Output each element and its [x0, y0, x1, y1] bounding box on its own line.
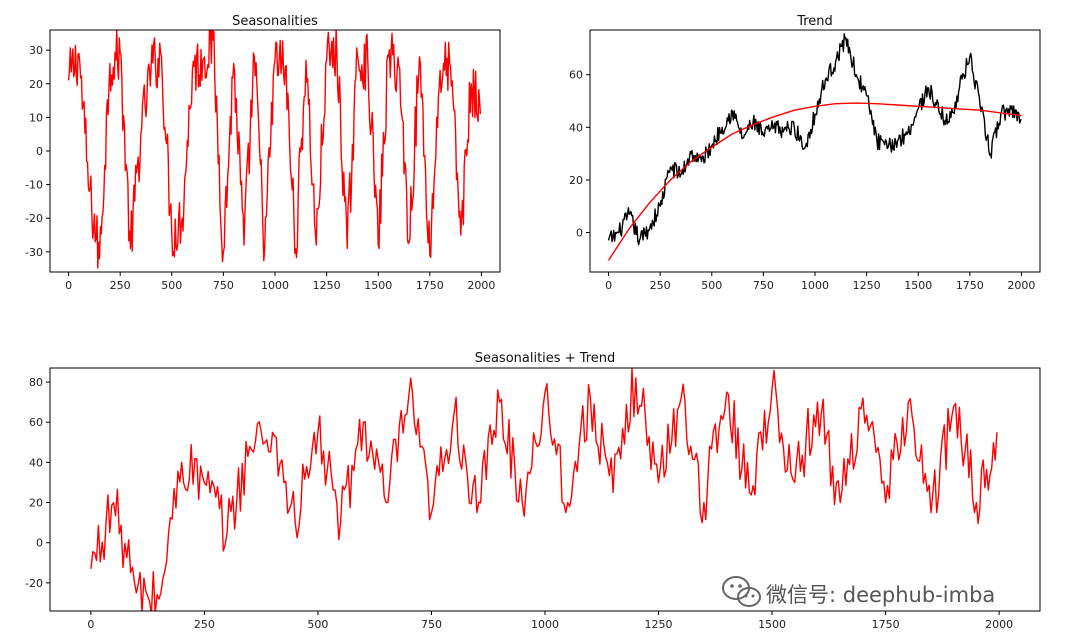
seasonalities-plus-trend-y-tick-label: 60 [29, 416, 43, 429]
trend-chart: Trend 0 250 500 750 1000 1250 1500 1750 2000 0 20 4… [569, 14, 1041, 292]
seasonalities-plot-area: 0 250 500 750 1000 1250 1500 1750 2000 -30 -20 -10 0… [25, 30, 495, 292]
seasonalities-x-tick-label: 750 [213, 279, 234, 292]
seasonalities-y-tick-label: 20 [29, 78, 43, 91]
seasonalities-y-tick-label: -10 [25, 179, 43, 192]
seasonalities-y-tick-label: 10 [29, 111, 43, 124]
seasonalities-x-tick-label: 1000 [261, 279, 289, 292]
seasonalities-plus-trend-title: Seasonalities + Trend [475, 351, 616, 366]
trend-x-tick-label: 1500 [904, 279, 932, 292]
seasonalities-plus-trend-y-tick-label: 40 [29, 456, 43, 469]
seasonalities-y-tick-label: 30 [29, 44, 43, 57]
watermark-text: 微信号: deephub-imba [766, 583, 995, 607]
seasonalities-plus-trend-x-tick-label: 2000 [985, 618, 1013, 631]
seasonalities-plus-trend-y-tick-label: 80 [29, 376, 43, 389]
seasonalities-y-tick-label: 0 [36, 145, 43, 158]
seasonalities-x-tick-label: 500 [161, 279, 182, 292]
trend-x-tick-label: 1750 [956, 279, 984, 292]
seasonalities-axes-frame [49, 29, 501, 273]
seasonalities-plus-trend-y-tick-label: 20 [29, 497, 43, 510]
seasonalities-chart: Seasonalities 0 250 500 750 1000 1250 1500 1750… [25, 14, 501, 292]
trend-y-tick-label: 20 [569, 174, 583, 187]
seasonalities-x-tick-label: 0 [65, 279, 72, 292]
trend-x-tick-label: 250 [650, 279, 671, 292]
seasonalities-x-tick-label: 250 [110, 279, 131, 292]
seasonalities-plus-trend-x-tick-label: 500 [307, 618, 328, 631]
trend-y-tick-label: 0 [576, 227, 583, 240]
seasonalities-plus-trend-x-tick-label: 1500 [758, 618, 786, 631]
seasonalities-plus-trend-x-tick-label: 0 [87, 618, 94, 631]
seasonalities-y-tick-label: -30 [25, 246, 43, 259]
trend-series-line-1 [608, 102, 1022, 261]
seasonalities-plus-trend-plot-area: 0 250 500 750 1000 1250 1500 1750 2000 -20 0 20 40 60… [25, 368, 1013, 631]
trend-x-tick-label: 750 [753, 279, 774, 292]
trend-x-tick-label: 500 [701, 279, 722, 292]
trend-plot-area: 0 250 500 750 1000 1250 1500 1750 2000 0 20 40 60 [569, 33, 1035, 292]
seasonalities-series-line-0 [67, 30, 482, 269]
seasonalities-plus-trend-x-tick-label: 1750 [872, 618, 900, 631]
seasonalities-plus-trend-x-tick-label: 1000 [531, 618, 559, 631]
seasonalities-plus-trend-x-tick-label: 250 [194, 618, 215, 631]
trend-series-line-0 [607, 33, 1022, 246]
seasonalities-title: Seasonalities [232, 14, 318, 29]
seasonalities-plus-trend-y-tick-label: -20 [25, 577, 43, 590]
trend-x-tick-label: 1000 [801, 279, 829, 292]
wechat-icon [722, 576, 761, 607]
watermark: 微信号: deephub-imba [722, 576, 995, 607]
seasonalities-x-tick-label: 2000 [467, 279, 495, 292]
seasonalities-x-tick-label: 1500 [364, 279, 392, 292]
seasonalities-plus-trend-series-line-0 [90, 368, 998, 611]
seasonalities-plus-trend-x-tick-label: 1250 [645, 618, 673, 631]
seasonalities-x-tick-label: 1250 [313, 279, 341, 292]
trend-y-tick-label: 60 [569, 69, 583, 82]
seasonalities-x-tick-label: 1750 [416, 279, 444, 292]
trend-y-tick-label: 40 [569, 121, 583, 134]
seasonalities-plus-trend-chart: Seasonalities + Trend 0 250 500 750 1000 1250… [25, 351, 1041, 631]
trend-x-tick-label: 1250 [853, 279, 881, 292]
trend-axes-frame [589, 29, 1041, 273]
seasonalities-plus-trend-x-tick-label: 750 [421, 618, 442, 631]
seasonalities-plus-trend-y-tick-label: 0 [36, 537, 43, 550]
trend-x-tick-label: 2000 [1007, 279, 1035, 292]
seasonalities-y-tick-label: -20 [25, 212, 43, 225]
trend-title: Trend [796, 14, 833, 29]
trend-x-tick-label: 0 [605, 279, 612, 292]
seasonalities-plus-trend-axes-frame [49, 367, 1041, 612]
